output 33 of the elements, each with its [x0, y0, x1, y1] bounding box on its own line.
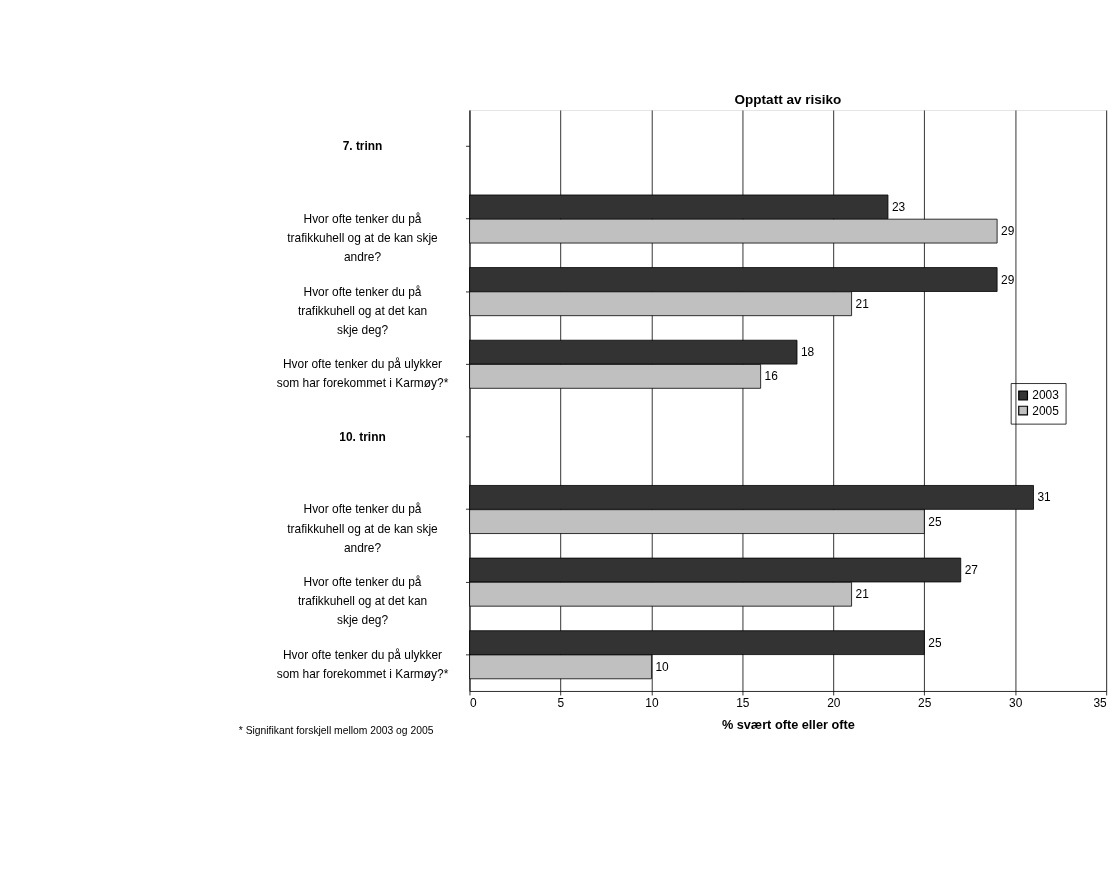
- x-tick-label: 10: [645, 695, 659, 710]
- x-tick-label: 15: [736, 695, 750, 710]
- data-label: 18: [800, 345, 815, 360]
- y-tick-label: 7. trinn: [342, 139, 383, 154]
- x-tick-label: 30: [1009, 695, 1023, 710]
- x-tick-label: 0: [469, 695, 477, 710]
- data-label: 31: [1037, 490, 1052, 505]
- y-tick-label: Hvor ofte tenker du på trafikkuhell og at det kan skje deg?: [297, 575, 428, 628]
- y-tick-label: Hvor ofte tenker du på trafikkuhell og at det kan skje deg?: [297, 284, 428, 337]
- data-label: 21: [855, 587, 870, 602]
- data-label: 21: [855, 296, 870, 311]
- legend-label: 2003: [1032, 388, 1060, 403]
- data-label: 16: [764, 369, 779, 384]
- data-label: 10: [655, 659, 670, 674]
- y-tick-label: 10. trinn: [339, 429, 386, 444]
- data-label: 29: [1001, 224, 1015, 239]
- x-tick-label: 25: [918, 695, 932, 710]
- data-label: 25: [928, 635, 942, 650]
- data-label: 27: [964, 563, 979, 578]
- data-label: 25: [928, 514, 942, 529]
- x-tick-label: 35: [1093, 695, 1108, 710]
- y-tick-label: Hvor ofte tenker du på trafikkuhell og at de kan skje andre?: [287, 502, 439, 555]
- x-axis-title: % svært ofte eller ofte: [721, 716, 855, 732]
- y-tick-label: Hvor ofte tenker du på ulykker som har forekommet i Karmøy?*: [276, 357, 449, 391]
- chart-title: Opptatt av risiko: [734, 91, 842, 107]
- y-tick-label: Hvor ofte tenker du på trafikkuhell og at de kan skje andre?: [287, 211, 439, 265]
- text: * Signifikant forskjell mellom 2003 og 2005: [238, 725, 434, 737]
- data-label: 29: [1001, 272, 1015, 287]
- data-label: 23: [891, 199, 906, 214]
- x-tick-label: 5: [557, 695, 565, 710]
- legend-label: 2005: [1032, 403, 1060, 418]
- y-tick-label: Hvor ofte tenker du på ulykker som har forekommet i Karmøy?*: [276, 647, 449, 681]
- x-tick-label: 20: [827, 695, 841, 710]
